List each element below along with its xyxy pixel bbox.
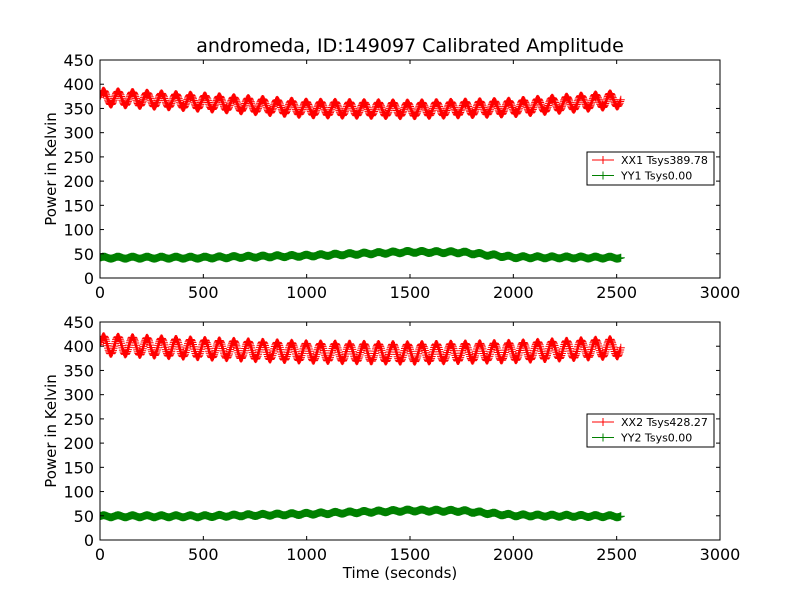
y-tick-label: 450	[63, 51, 94, 70]
y-axis-label: Power in Kelvin	[42, 112, 60, 226]
legend: XX1 Tsys389.78 YY1 Tsys0.00	[586, 151, 715, 186]
y-tick-label: 300	[63, 124, 94, 143]
y-tick-label: 50	[74, 245, 94, 264]
x-tick-label: 2500	[596, 545, 637, 564]
y-tick-label: 0	[84, 269, 94, 288]
series-markers	[100, 505, 625, 522]
x-tick-label: 3000	[700, 283, 741, 302]
y-tick-label: 350	[63, 99, 94, 118]
y-tick-label: 250	[63, 148, 94, 167]
x-axis-label: Time (seconds)	[342, 564, 458, 582]
legend-marker	[599, 156, 607, 164]
series-markers	[100, 86, 625, 121]
subplot-1: 0 500 1000 1500 2000 2500 30000501001502002503…	[42, 51, 740, 302]
x-tick-label: 1000	[286, 283, 327, 302]
y-tick-label: 200	[63, 434, 94, 453]
legend-label: XX2 Tsys428.27	[621, 416, 708, 429]
y-tick-label: 0	[84, 531, 94, 550]
y-tick-label: 250	[63, 410, 94, 429]
legend-marker	[599, 418, 607, 426]
x-tick-label: 0	[95, 545, 105, 564]
series-2	[100, 505, 625, 522]
series-markers	[100, 332, 625, 366]
x-tick-label: 1000	[286, 545, 327, 564]
plot-area	[100, 86, 625, 263]
x-tick-label: 1500	[390, 545, 431, 564]
legend-label: YY2 Tsys0.00	[620, 432, 692, 445]
y-axis-label: Power in Kelvin	[42, 374, 60, 488]
y-tick-label: 150	[63, 458, 94, 477]
y-tick-label: 100	[63, 483, 94, 502]
x-tick-label: 1500	[390, 283, 431, 302]
y-tick-label: 50	[74, 507, 94, 526]
y-tick-label: 100	[63, 221, 94, 240]
legend: XX2 Tsys428.27 YY2 Tsys0.00	[586, 413, 715, 448]
x-tick-label: 2000	[493, 283, 534, 302]
series-2	[100, 247, 625, 263]
y-tick-label: 450	[63, 313, 94, 332]
x-tick-label: 2000	[493, 545, 534, 564]
x-tick-label: 3000	[700, 545, 741, 564]
y-tick-label: 200	[63, 172, 94, 191]
figure-title: andromeda, ID:149097 Calibrated Amplitud…	[196, 35, 624, 57]
plot-area	[100, 332, 625, 522]
legend-label: XX1 Tsys389.78	[621, 154, 708, 167]
legend-label: YY1 Tsys0.00	[620, 170, 692, 183]
x-tick-label: 500	[188, 283, 219, 302]
y-tick-label: 350	[63, 361, 94, 380]
y-tick-label: 150	[63, 196, 94, 215]
series-1	[100, 86, 625, 121]
y-tick-label: 300	[63, 386, 94, 405]
y-tick-label: 400	[63, 337, 94, 356]
x-tick-label: 2500	[596, 283, 637, 302]
legend-marker	[599, 433, 607, 442]
x-tick-label: 0	[95, 283, 105, 302]
y-tick-label: 400	[63, 75, 94, 94]
subplots: 0 500 1000 1500 2000 2500 30000501001502002503…	[42, 51, 740, 582]
series-1	[100, 332, 625, 366]
subplot-2: 0 500 1000 1500 2000 2500 30000501001502002503…	[42, 313, 740, 582]
legend-box	[586, 413, 715, 448]
legend-marker	[599, 171, 607, 180]
x-tick-label: 500	[188, 545, 219, 564]
series-markers	[100, 247, 625, 263]
legend-box	[586, 151, 715, 186]
